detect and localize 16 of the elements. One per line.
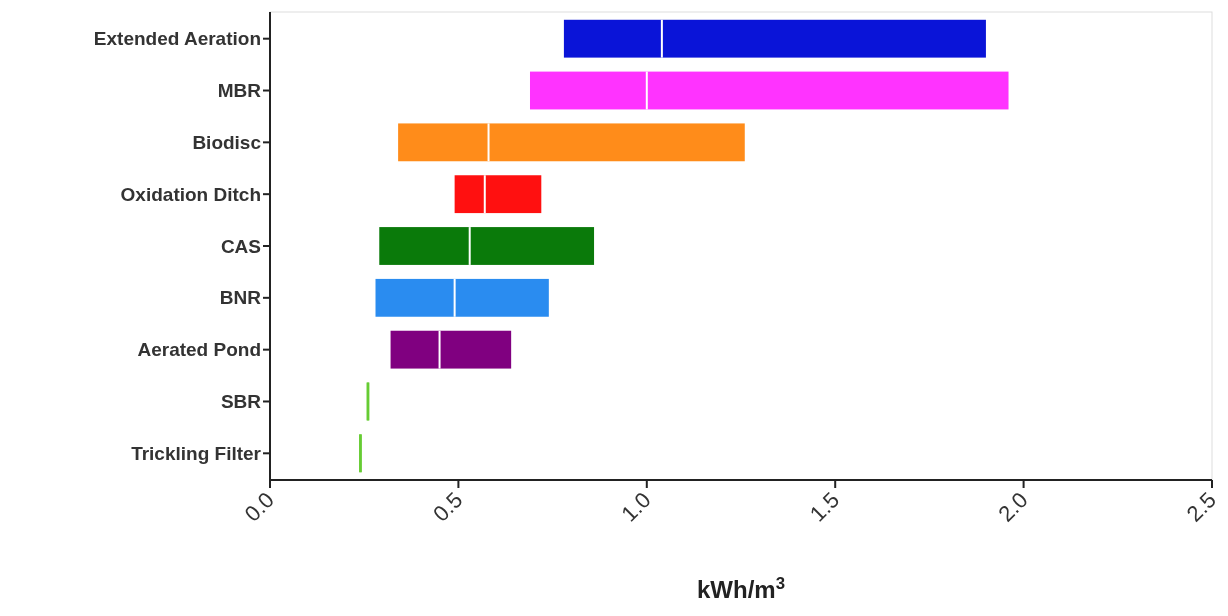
x-axis-title: kWh/m$^{3}$ (696, 573, 786, 603)
y-tick-label: CAS (220, 235, 261, 257)
x-tick-label: 2.5 (1181, 487, 1221, 527)
y-tick-label: Trickling Filter (131, 442, 262, 464)
y-tick-label: Extended Aeration (93, 28, 261, 50)
y-tick-label: Aerated Pond (137, 339, 261, 361)
x-tick-label: 1.0 (616, 487, 656, 527)
x-tick-label: 0.5 (428, 487, 468, 527)
y-tick-label: Biodisc (192, 132, 262, 153)
y-tick-label: Oxidation Ditch (120, 183, 261, 205)
y-tick-label: MBR (217, 80, 262, 102)
y-tick-label: BNR (219, 287, 262, 309)
y-tick-label: SBR (220, 391, 262, 413)
x-tick-label: 1.5 (804, 487, 845, 527)
x-tick-label: 0.0 (239, 487, 279, 527)
x-tick-label: 2.0 (993, 487, 1033, 527)
